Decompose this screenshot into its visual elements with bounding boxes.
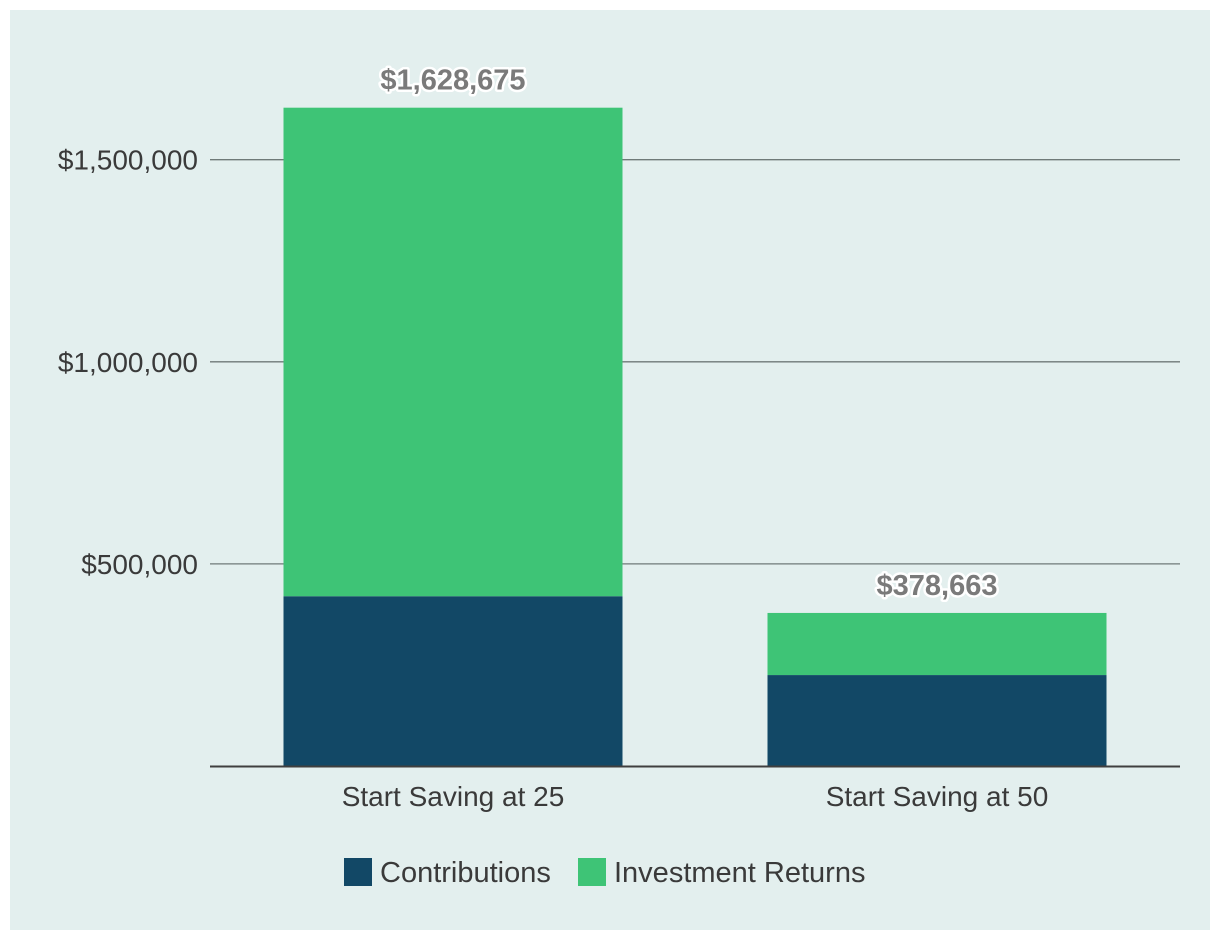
y-tick-label: $1,500,000 [58, 145, 198, 176]
legend: Contributions Investment Returns [344, 857, 865, 889]
bar-contributions-1 [283, 596, 623, 766]
bar-contributions-2 [767, 675, 1107, 766]
stacked-bar-chart: $500,000$1,000,000$1,500,000 $1,628,675$… [10, 10, 1210, 930]
bar-investment-returns-2 [767, 612, 1107, 676]
bar-investment-returns-1 [283, 107, 623, 597]
y-tick-label: $500,000 [81, 549, 198, 580]
y-tick-label: $1,000,000 [58, 347, 198, 378]
x-axis-category-labels: Start Saving at 25 Start Saving at 50 [342, 781, 1049, 812]
bar-total-label: $378,663 [877, 570, 998, 602]
bars [283, 107, 1107, 766]
x-tick-label: Start Saving at 50 [826, 781, 1049, 812]
bar-total-label: $1,628,675 [380, 65, 525, 97]
legend-label: Contributions [380, 857, 551, 889]
legend-swatch-contributions [344, 858, 372, 886]
chart-container: $500,000 $1,000,000 $1,500,000 $1,628,675 $… [10, 10, 1210, 930]
y-axis-tick-labels: $500,000 $1,000,000 $1,500,000 [58, 145, 198, 580]
legend-label: Investment Returns [614, 857, 865, 889]
x-tick-label: Start Saving at 25 [342, 781, 565, 812]
bar-total-labels: $1,628,675 $378,663 [378, 62, 1000, 604]
legend-swatch-investment-returns [578, 858, 606, 886]
